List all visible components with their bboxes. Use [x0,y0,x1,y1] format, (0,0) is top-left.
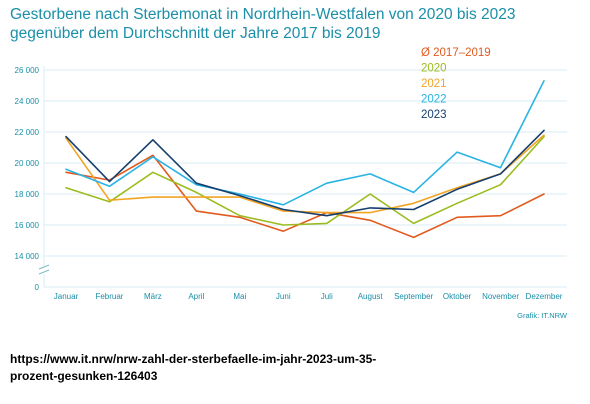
y-tick-label: 14 000 [15,252,40,261]
source-url-line-2: prozent-gesunken-126403 [10,369,158,383]
chart-title: Gestorbene nach Sterbemonat in Nordrhein… [10,5,516,43]
legend-entry: 2021 [421,78,447,90]
axis-break-gap [39,266,49,274]
x-tick-label: April [188,292,204,301]
legend: Ø 2017–2019 2020 2021 2022 2023 [421,47,491,121]
axis-break-mark [38,269,50,275]
x-tick-label: August [358,292,384,301]
legend-entry: Ø 2017–2019 [421,47,491,59]
source-credit: Grafik: IT.NRW [517,311,568,320]
series-line [65,129,545,217]
series-line [65,135,545,226]
y-tick-label: 26 000 [15,66,40,75]
chart-title-line-1: Gestorbene nach Sterbemonat in Nordrhein… [10,6,516,23]
legend-entry: 2022 [421,94,447,106]
y-tick-label: 0 [35,283,40,292]
legend-entry: 2020 [421,63,447,75]
x-tick-label: November [482,292,519,301]
x-tick-label: Dezember [526,292,563,301]
x-tick-label: Januar [54,292,79,301]
x-tick-label: Oktober [443,292,472,301]
y-tick-label: 18 000 [15,190,40,199]
y-tick-label: 20 000 [15,159,40,168]
x-tick-label: Juni [276,292,291,301]
series-line [65,80,545,206]
line-chart: 0 14 000 16 000 18 000 20 000 22 000 24 000 26 … [15,47,568,320]
series-layer [65,80,545,239]
series-line [65,154,545,239]
legend-entry: 2023 [421,109,447,121]
source-url-line-1: https://www.it.nrw/nrw-zahl-der-sterbefa… [10,352,377,366]
y-tick-label: 16 000 [15,221,40,230]
y-tick-label: 24 000 [15,97,40,106]
x-tick-label: Mai [233,292,246,301]
y-tick-label: 22 000 [15,128,40,137]
x-tick-label: September [394,292,433,301]
x-tick-label: Februar [95,292,123,301]
axis-layer: 0 14 000 16 000 18 000 20 000 22 000 24 000 26 … [15,66,563,301]
x-tick-label: Juli [321,292,333,301]
series-line [65,134,545,214]
grid-layer [44,69,567,288]
chart-title-line-2: gegenüber dem Durchschnitt der Jahre 201… [10,25,381,42]
axis-break-mark [38,264,50,270]
source-url[interactable]: https://www.it.nrw/nrw-zahl-der-sterbefa… [10,351,390,385]
x-tick-label: März [144,292,162,301]
